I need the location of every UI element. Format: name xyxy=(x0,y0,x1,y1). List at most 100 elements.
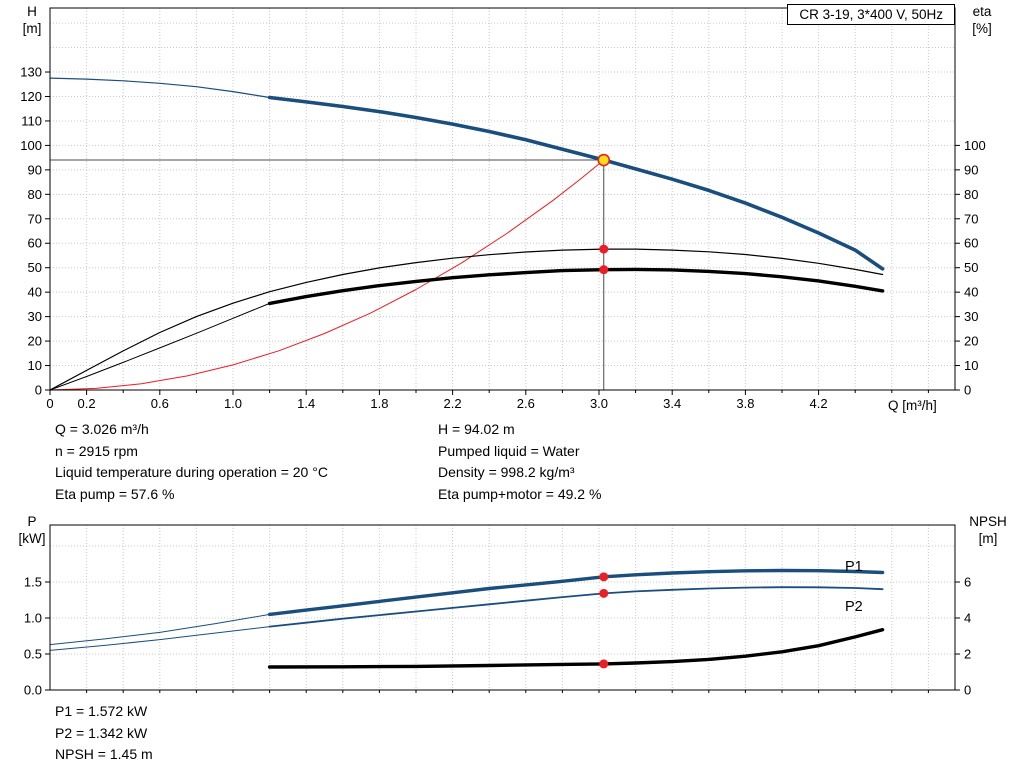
h-tick-label: 60 xyxy=(28,236,42,251)
grid xyxy=(50,8,955,690)
eta-tick-label: 100 xyxy=(964,138,986,153)
h-tick-label: 40 xyxy=(28,285,42,300)
q-tick-label: 1.4 xyxy=(297,396,315,411)
npsh-tick-label: 2 xyxy=(964,647,971,662)
info-line-eta-pump-motor: Eta pump+motor = 49.2 % xyxy=(438,485,602,502)
h-tick-label: 110 xyxy=(21,113,42,128)
eta-axis-symbol: eta xyxy=(972,4,992,19)
system-curve xyxy=(49,159,605,391)
power-npsh-duty-dot xyxy=(599,588,609,598)
h-axis-symbol: H xyxy=(27,4,37,19)
h-tick-label: 120 xyxy=(20,89,42,104)
y-left-axis-title-bottom: P [kW] xyxy=(8,513,56,547)
h-tick-label: 100 xyxy=(20,138,42,153)
q-tick-label: 1.8 xyxy=(370,396,388,411)
head-curve-lead-in xyxy=(49,77,271,99)
markers: P1 P2 xyxy=(597,153,863,669)
info-line-q: Q = 3.026 m³/h xyxy=(55,421,149,437)
npsh-axis-unit: [m] xyxy=(978,531,998,546)
eta-duty-dot xyxy=(599,265,609,275)
eta-tick-label: 40 xyxy=(964,285,978,300)
axes: 0 0.2 0.6 1.0 1.4 1.8 2.2 2.6 3.0 3.4 3.8 4.2010203… xyxy=(20,7,986,698)
eta-tick-label: 60 xyxy=(964,236,978,251)
eta-tick-label: 0 xyxy=(964,383,971,398)
q-tick-label: 0.2 xyxy=(78,396,96,411)
eta-tick-label: 10 xyxy=(964,358,978,373)
h-axis-unit: [m] xyxy=(22,21,42,36)
q-tick-label: 2.6 xyxy=(517,396,535,411)
pump-model-box: CR 3-19, 3*400 V, 50Hz xyxy=(787,4,955,25)
curve-label-p1: P1 xyxy=(845,559,863,575)
top-chart-curves xyxy=(49,77,885,391)
top-chart-frame xyxy=(49,7,956,391)
eta-pump-curve xyxy=(49,248,884,391)
q-tick-label: 0 xyxy=(46,396,53,411)
p-axis-unit: [kW] xyxy=(18,531,46,546)
info-line-density: Density = 998.2 kg/m³ xyxy=(438,464,575,480)
eta-tick-label: 90 xyxy=(964,162,978,177)
eta-pump-motor-curve xyxy=(267,267,885,306)
h-tick-label: 70 xyxy=(28,211,42,226)
eta-tick-label: 50 xyxy=(964,260,978,275)
q-tick-label: 3.8 xyxy=(736,396,754,411)
p-axis-symbol: P xyxy=(27,514,37,529)
info-line-pumped-liquid: Pumped liquid = Water xyxy=(438,442,580,459)
npsh-tick-label: 0 xyxy=(964,683,971,698)
power-npsh-duty-dot xyxy=(599,659,609,669)
head-curve xyxy=(267,95,885,271)
eta-tick-label: 30 xyxy=(964,309,978,324)
duty-info-right-column: H = 94.02 m Pumped liquid = Water Densit… xyxy=(438,419,601,505)
p-tick-label: 0.0 xyxy=(24,683,42,698)
bottom-chart-curves xyxy=(49,568,885,669)
duty-crosshair xyxy=(50,159,605,390)
eta-tick-label: 80 xyxy=(964,187,978,202)
npsh-tick-label: 4 xyxy=(964,611,971,626)
info-line-p1: P1 = 1.572 kW xyxy=(55,703,148,719)
eta-tick-label: 20 xyxy=(964,334,978,349)
q-tick-label: 4.2 xyxy=(810,396,828,411)
power-npsh-duty-dot xyxy=(599,572,609,582)
p-tick-label: 0.5 xyxy=(24,647,42,662)
npsh-curve xyxy=(267,628,885,669)
info-line-liquid-temp: Liquid temperature during operation = 20… xyxy=(55,464,328,480)
curve-label-p2: P2 xyxy=(845,599,863,615)
h-tick-label: 30 xyxy=(28,309,42,324)
eta-tick-label: 70 xyxy=(964,211,978,226)
y-right-axis-title-top: eta [%] xyxy=(957,3,1007,37)
y-left-axis-title-top: H [m] xyxy=(12,3,52,37)
duty-info-left-column: Q = 3.026 m³/h n = 2915 rpm Liquid tempe… xyxy=(55,419,328,505)
p-tick-label: 1.0 xyxy=(24,611,42,626)
h-tick-label: 90 xyxy=(28,162,42,177)
x-axis-title: Q [m³/h] xyxy=(888,398,937,413)
p1-lead-in xyxy=(49,613,271,646)
eta-axis-unit: [%] xyxy=(972,21,992,36)
npsh-axis-symbol: NPSH xyxy=(969,514,1007,529)
bottom-chart-frame xyxy=(49,524,956,691)
info-line-p2: P2 = 1.342 kW xyxy=(55,724,148,741)
eta-pump-motor-lead-in xyxy=(49,302,271,391)
h-tick-label: 80 xyxy=(28,187,42,202)
p2-lead-in xyxy=(49,626,271,651)
q-tick-label: 1.0 xyxy=(224,396,242,411)
info-line-eta-pump: Eta pump = 57.6 % xyxy=(55,485,175,502)
h-tick-label: 0 xyxy=(35,383,42,398)
h-tick-label: 20 xyxy=(28,334,42,349)
power-npsh-info-block: P1 = 1.572 kW P2 = 1.342 kW NPSH = 1.45 … xyxy=(55,701,153,766)
npsh-tick-label: 6 xyxy=(964,575,971,590)
info-line-h: H = 94.02 m xyxy=(438,421,515,437)
eta-duty-dot xyxy=(599,244,609,254)
info-line-speed: n = 2915 rpm xyxy=(55,442,138,459)
p-tick-label: 1.5 xyxy=(24,575,42,590)
duty-point-marker xyxy=(597,153,611,167)
h-tick-label: 50 xyxy=(28,260,42,275)
q-tick-label: 2.2 xyxy=(444,396,462,411)
h-tick-label: 10 xyxy=(28,358,42,373)
p1-curve xyxy=(267,568,885,617)
y-right-axis-title-bottom: NPSH [m] xyxy=(960,513,1016,547)
h-tick-label: 130 xyxy=(20,65,42,80)
q-tick-label: 3.4 xyxy=(663,396,681,411)
q-tick-label: 3.0 xyxy=(590,396,608,411)
info-line-npsh: NPSH = 1.45 m xyxy=(55,746,153,762)
